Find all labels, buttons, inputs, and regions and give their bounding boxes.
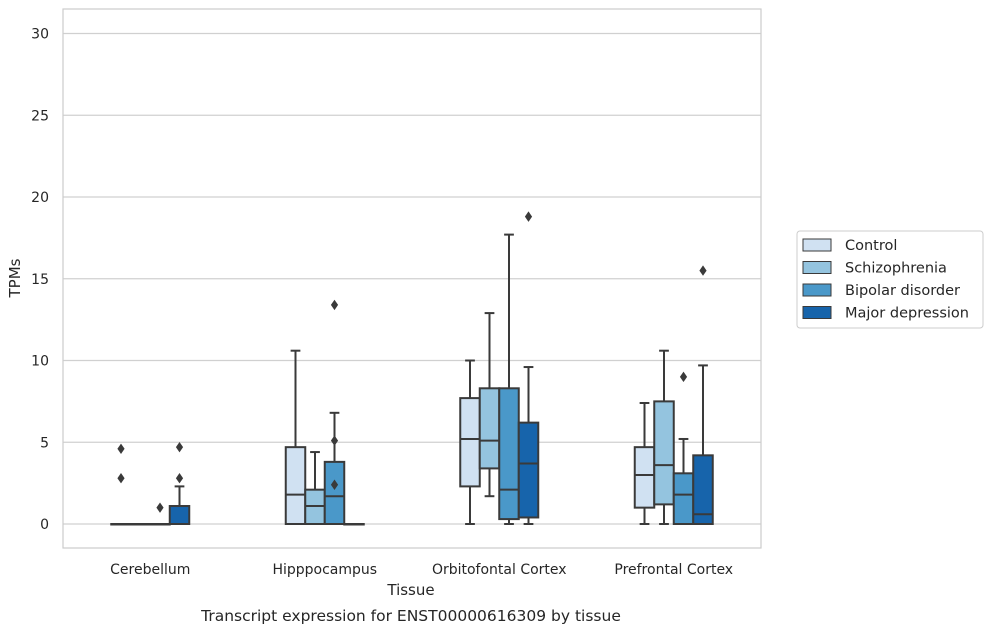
box-schizophrenia-0: [129, 523, 152, 526]
box-iqr: [323, 460, 346, 525]
outlier-point: [175, 441, 184, 453]
box-iqr: [459, 397, 481, 488]
legend: Control Schizophrenia Bipolar disorder Majo…: [796, 230, 984, 329]
y-tick-label: 0: [40, 517, 49, 533]
x-tick-label: Hipppocampus: [272, 562, 377, 578]
box-iqr: [498, 387, 520, 521]
box-iqr: [653, 400, 675, 506]
outlier-point: [330, 479, 339, 490]
legend-swatch: [802, 306, 832, 319]
box-schizophrenia-2: [478, 312, 501, 498]
y-tick-labels: 0 5 10 15 20 25 30: [31, 27, 49, 534]
y-tick-label: 20: [31, 190, 49, 206]
box-iqr: [168, 505, 191, 526]
box-iqr: [633, 446, 656, 509]
x-tick-label: Cerebellum: [110, 562, 190, 578]
x-axis-label: Tissue: [386, 581, 434, 599]
box-major-depression-3: [692, 265, 714, 525]
legend-label: Major depression: [845, 306, 969, 322]
x-tick-label: Prefrontal Cortex: [614, 562, 733, 578]
box-control-2: [459, 359, 481, 525]
outlier-point: [330, 435, 339, 446]
box-major-depression-0: [168, 441, 191, 526]
outlier-point: [330, 299, 339, 311]
x-tick-label: Orbitofontal Cortex: [432, 562, 567, 578]
box-bipolar-disorder-3: [672, 371, 695, 526]
legend-swatch: [802, 283, 832, 297]
box-bipolar-disorder-0: [149, 502, 171, 526]
box-schizophrenia-1: [304, 451, 326, 526]
y-tick-label: 10: [31, 354, 49, 370]
y-tick-label: 30: [31, 27, 49, 43]
plot-frame: [62, 8, 762, 549]
legend-swatch: [802, 238, 832, 252]
box-schizophrenia-3: [653, 349, 675, 525]
outlier-point: [117, 473, 125, 484]
box-bipolar-disorder-2: [498, 233, 520, 525]
box-layer: [110, 211, 714, 526]
outlier-point: [117, 443, 125, 454]
y-tick-label: 25: [31, 108, 49, 124]
box-major-depression-1: [343, 523, 365, 526]
box-iqr: [517, 421, 540, 519]
box-major-depression-2: [517, 211, 540, 525]
y-axis-label: TPMs: [6, 258, 24, 298]
outlier-point: [699, 265, 707, 276]
legend-swatch: [802, 261, 832, 274]
box-iqr: [672, 472, 695, 526]
box-control-3: [633, 402, 656, 525]
y-tick-label: 5: [40, 435, 49, 451]
box-iqr: [284, 446, 307, 525]
y-tick-label: 15: [31, 272, 49, 288]
box-iqr: [692, 454, 714, 525]
legend-label: Schizophrenia: [845, 261, 947, 277]
legend-label: Control: [845, 238, 897, 254]
legend-label: Bipolar disorder: [845, 283, 960, 299]
box-control-0: [110, 443, 132, 526]
box-bipolar-disorder-1: [323, 299, 346, 525]
outlier-point: [175, 473, 184, 484]
chart-caption: Transcript expression for ENST0000061630…: [200, 607, 621, 625]
outlier-point: [524, 211, 533, 222]
box-iqr: [478, 387, 501, 470]
x-tick-labels: Cerebellum Hipppocampus Orbitofontal Corte…: [110, 562, 733, 578]
outlier-point: [156, 502, 164, 513]
legend-box: [796, 230, 984, 329]
box-control-1: [284, 349, 307, 525]
outlier-point: [679, 371, 688, 383]
